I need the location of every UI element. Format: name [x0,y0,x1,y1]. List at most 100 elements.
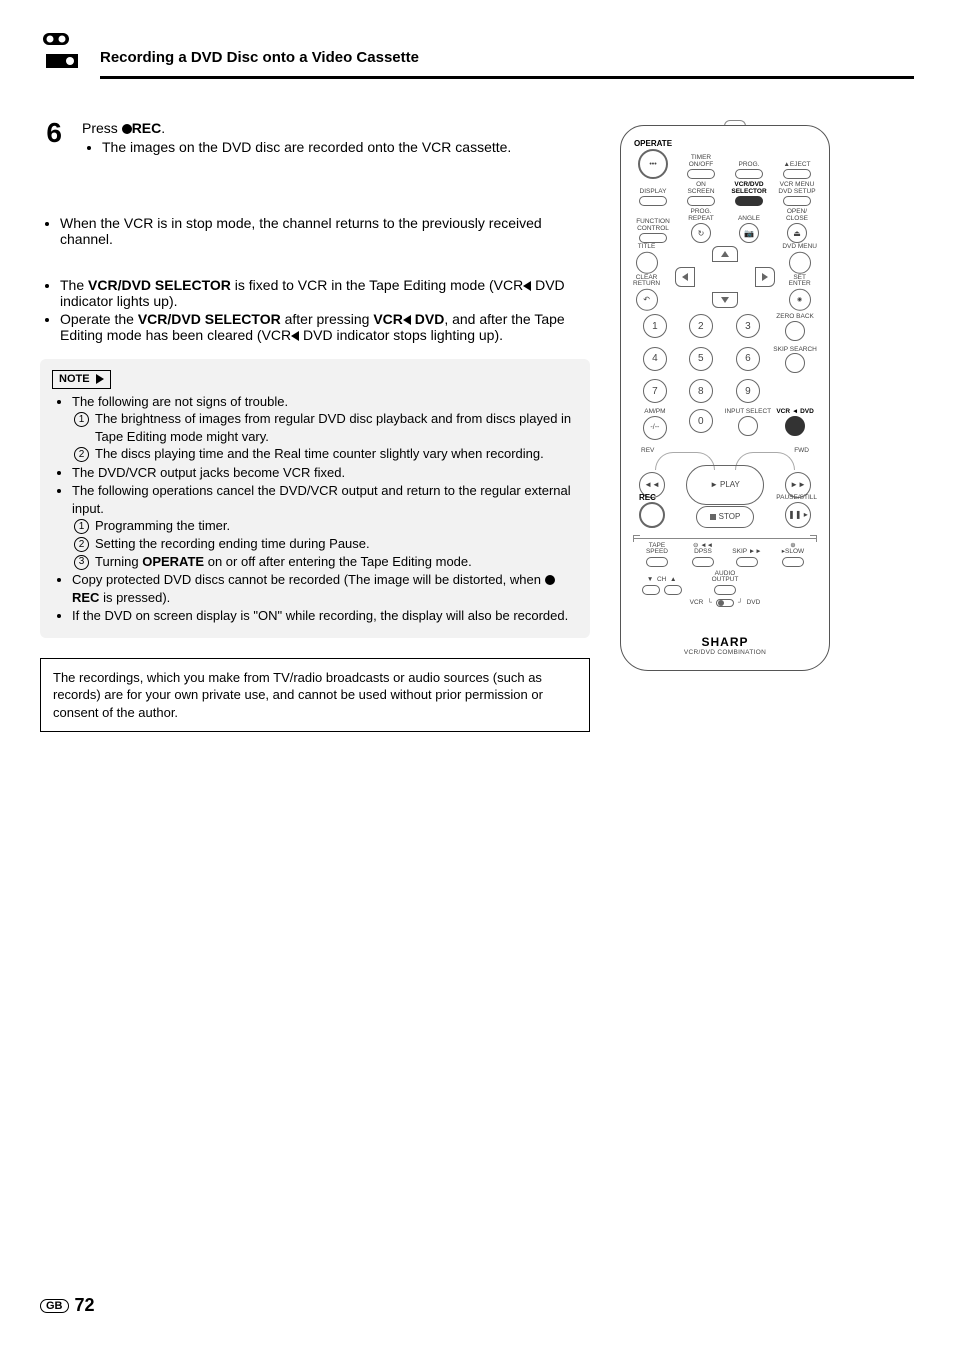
text-bold: VCR/DVD SELECTOR [138,311,281,327]
note-item: If the DVD on screen display is "ON" whi… [72,607,578,625]
remote-diagram: OPERATE••• TIMER ON/OFF PROG. ▲EJECT DIS… [620,125,830,671]
label: DVD [747,599,761,606]
dpss-rev-button [692,557,714,567]
label: PROG. [739,162,760,169]
label: ▲EJECT [783,162,810,169]
nav-pad: TITLE CLEAR RETURN ↶ DVD MENU SET ENTER … [629,246,821,308]
num-6: 6 [736,347,760,371]
nav-down [712,292,738,308]
label: ZERO BACK [776,314,814,321]
vcr-dvd-button [785,416,805,436]
label: TIMER ON/OFF [689,155,714,168]
label: ⊕▸SLOW [782,543,804,556]
step-6: 6 Press REC. The images on the DVD disc … [40,119,590,159]
timer-button [687,169,715,179]
legal-notice: The recordings, which you make from TV/r… [40,658,590,733]
note-item: Copy protected DVD discs cannot be recor… [72,571,578,606]
note-item: The DVD/VCR output jacks become VCR fixe… [72,464,578,482]
step-instruction: Press REC. [82,119,590,138]
text: Turning OPERATE on or off after entering… [95,553,472,571]
circled-1-icon: 1 [74,519,89,534]
operate-button: ••• [638,149,668,179]
section-icon [40,30,90,70]
note-item: The following operations cancel the DVD/… [72,482,578,570]
function-button [639,233,667,243]
input-select-button [738,416,758,436]
num-7: 7 [643,379,667,403]
label: CLEAR RETURN [633,274,660,287]
note-box: NOTE The following are not signs of trou… [40,359,590,638]
ch-up-button [664,585,682,595]
text: The following are not signs of trouble. [72,394,288,409]
skip-search-button [785,353,805,373]
nav-right [755,267,775,287]
text: Operate the [60,311,138,327]
header-rule [100,76,914,79]
note-label: NOTE [52,370,111,389]
zero-back-button [785,321,805,341]
region-badge: GB [40,1299,69,1313]
text: The following operations cancel the DVD/… [72,483,571,516]
circled-1-icon: 1 [74,412,89,427]
vcrmenu-button [783,196,811,206]
page-header: Recording a DVD Disc onto a Video Casset… [40,30,914,70]
label: ▼ CH ▲ [647,577,676,584]
text-bold: VCR [373,311,403,327]
text-bold: VCR/DVD SELECTOR [88,277,231,293]
text: DVD indicator stops lighting up). [299,327,503,343]
label: PAUSE/STILL [776,495,817,502]
text: Programming the timer. [95,517,230,535]
eject-button [783,169,811,179]
onscreen-button [687,196,715,206]
page-footer: GB 72 [40,1295,95,1316]
info-bullets-2: The VCR/DVD SELECTOR is fixed to VCR in … [40,277,590,343]
brand-subtitle: VCR/DVD COMBINATION [629,649,821,656]
label: SET ENTER [789,274,811,287]
main-content: 6 Press REC. The images on the DVD disc … [40,119,590,732]
num-9: 9 [736,379,760,403]
text: Press [82,120,122,136]
label: AUDIO OUTPUT [712,571,739,584]
label: OPEN/ CLOSE [786,209,808,222]
text: Copy protected DVD discs cannot be recor… [72,572,545,587]
open-button: ⏏ [787,223,807,243]
label: AM/PM [644,409,665,416]
angle-button: 📷 [739,223,759,243]
label: ANGLE [738,216,760,223]
text: is pressed). [99,590,170,605]
info-bullets: When the VCR is in stop mode, the channe… [40,215,590,247]
ampm-button: -/-- [643,416,667,440]
step-number: 6 [40,119,62,159]
arrow-left-icon [291,331,299,341]
circled-2-icon: 2 [74,537,89,552]
page-title: Recording a DVD Disc onto a Video Casset… [100,49,419,70]
note-item: The following are not signs of trouble. … [72,393,578,463]
label: SKIP ►► [732,549,761,556]
label: TAPE SPEED [646,543,668,556]
set-button: ◉ [789,288,811,310]
text: The [60,277,88,293]
label-operate: OPERATE [634,140,672,148]
num-1: 1 [643,314,667,338]
text-bold: REC [72,590,99,605]
rec-dot-icon [545,575,555,585]
bullet: When the VCR is in stop mode, the channe… [60,215,590,247]
page-number: 72 [75,1295,95,1316]
pause-button: ❚❚ ▸ [785,502,811,528]
text: The brightness of images from regular DV… [95,410,578,445]
number-pad: 1 2 3 ZERO BACK 4 5 6 SKIP SEARCH 7 8 9 … [629,310,821,444]
nav-left [675,267,695,287]
label: FWD [794,448,809,455]
tape-speed-button [646,557,668,567]
nav-up [712,246,738,262]
num-4: 4 [643,347,667,371]
label: VCR MENU DVD SETUP [778,182,815,195]
rec-button [639,502,665,528]
label: DISPLAY [640,189,667,196]
ch-down-button [642,585,660,595]
label: ⊖ ◄◄DPSS [693,543,713,556]
display-button [639,196,667,206]
stop-button: STOP [696,506,754,528]
num-5: 5 [689,347,713,371]
dpss-group: TAPE SPEED ⊖ ◄◄DPSS SKIP ►► ⊕▸SLOW [633,538,817,567]
